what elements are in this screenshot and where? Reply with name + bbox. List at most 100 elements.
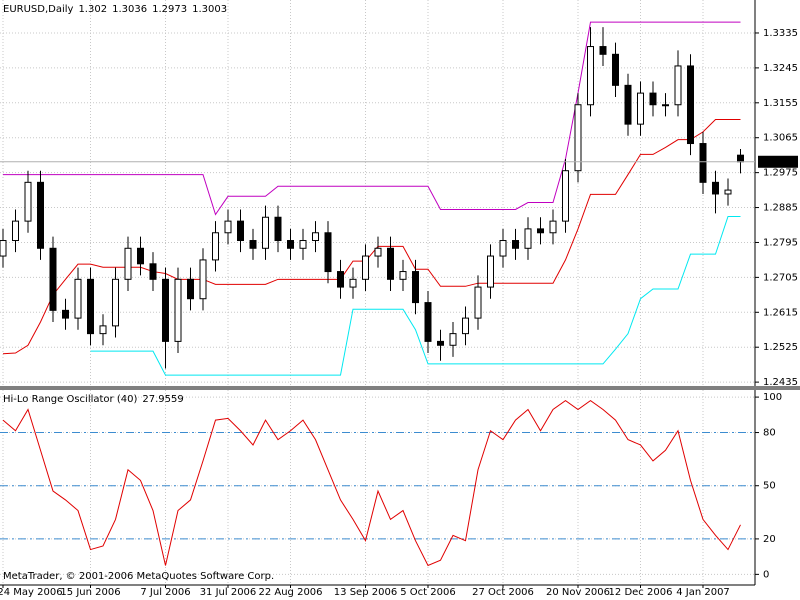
candle-body [37, 181, 44, 249]
candle-body [574, 104, 582, 172]
candle-body [337, 271, 344, 288]
candle-body [562, 170, 569, 222]
channel-line [90, 215, 741, 376]
candle-body [187, 278, 194, 300]
candle-body [174, 278, 182, 342]
candle-body [687, 65, 694, 145]
x-tick-label: 13 Sep 2006 [334, 587, 397, 598]
candle-body [312, 232, 319, 242]
channel-line [3, 21, 741, 216]
candle-body [262, 216, 269, 249]
candle-body [424, 302, 432, 342]
candle-body [149, 263, 157, 280]
candle-body [0, 240, 7, 257]
candle-body [374, 247, 382, 257]
candle-body [512, 240, 519, 249]
candle-body [599, 46, 607, 55]
x-tick-label: 24 May 2006 [0, 587, 63, 598]
footer: MetaTrader, © 2001-2006 MetaQuotes Softw… [3, 571, 274, 582]
candle-body [99, 325, 107, 335]
candle-body [537, 228, 544, 234]
y-tick-label: 1.2885 [763, 203, 798, 214]
candle-body [199, 259, 207, 300]
ohlc-high: 1.3036 [112, 4, 147, 15]
oscillator-line [2, 400, 741, 567]
ohlc-open: 1.302 [78, 4, 107, 15]
x-tick-label: 15 Jun 2006 [60, 587, 120, 598]
candle-body [637, 92, 644, 125]
candle-body [524, 228, 532, 249]
y-tick-label: 80 [763, 428, 776, 439]
candle-body [549, 220, 557, 234]
last-price-box [758, 155, 798, 168]
candle-body [674, 65, 682, 106]
x-tick-label: 22 Aug 2006 [258, 587, 322, 598]
x-tick-label: 7 Jul 2006 [140, 587, 190, 598]
symbol: EURUSD,Daily [3, 4, 74, 15]
y-tick-label: 1.2795 [763, 237, 798, 248]
y-tick-label: 1.2615 [763, 307, 798, 318]
candle-body [462, 317, 469, 335]
y-tick-label: 1.2705 [763, 272, 798, 283]
candle-body [712, 181, 719, 195]
candle-body [699, 143, 707, 183]
y-tick-label: 1.3245 [763, 63, 798, 74]
candle-body [124, 247, 132, 280]
last-price-label: 1.3003 [761, 157, 796, 168]
candle-body [299, 240, 307, 249]
x-tick-label: 31 Jul 2006 [200, 587, 257, 598]
candle-body [724, 189, 732, 195]
candle-body [362, 255, 369, 280]
candle-body [412, 271, 419, 304]
y-tick-label: 1.3335 [763, 28, 798, 39]
candle-body [487, 255, 494, 288]
candle-body [224, 220, 232, 234]
y-tick-label: 1.3065 [763, 133, 798, 144]
candle-body [62, 309, 69, 319]
candle-body [612, 53, 619, 86]
candle-body [74, 278, 82, 319]
candle-body [274, 216, 282, 242]
candle-body [387, 247, 394, 280]
candle-body [112, 278, 119, 327]
candle-body [49, 247, 57, 311]
x-tick-label: 20 Nov 2006 [546, 587, 610, 598]
ohlc-close: 1.3003 [192, 4, 227, 15]
candle-body [662, 104, 669, 107]
oscillator-title: Hi-Lo Range Oscillator (40) 27.9559 [3, 394, 184, 405]
candle-body [287, 240, 294, 249]
y-tick-label: 50 [763, 481, 776, 492]
chart-title: EURUSD,Daily 1.302 1.3036 1.2973 1.3003 [3, 4, 227, 15]
y-tick-label: 0 [763, 569, 769, 580]
y-tick-label: 1.3155 [763, 98, 798, 109]
y-tick-label: 1.2435 [763, 377, 798, 388]
x-tick-label: 12 Dec 2006 [609, 587, 673, 598]
y-tick-label: 100 [763, 392, 782, 403]
x-tick-label: 27 Oct 2006 [472, 587, 534, 598]
candle-body [24, 181, 32, 222]
candle-body [399, 271, 407, 280]
candle-body [349, 278, 357, 288]
candle-body [649, 92, 657, 106]
candle-body [587, 46, 594, 106]
y-tick-label: 1.2525 [763, 342, 798, 353]
candle-body [449, 333, 457, 346]
ohlc-low: 1.2973 [152, 4, 187, 15]
candle-body [249, 240, 257, 249]
candle-body [162, 278, 169, 342]
indicator-value: 27.9559 [142, 394, 183, 405]
candle-body [237, 220, 244, 242]
candle-body [12, 220, 19, 242]
candle-body [137, 247, 144, 265]
candle-body [474, 286, 482, 319]
candle-body [324, 232, 332, 273]
candle-body [212, 232, 219, 261]
candle-body [87, 278, 94, 335]
candle-body [624, 84, 632, 125]
candle-body [437, 340, 444, 346]
x-tick-label: 4 Jan 2007 [676, 587, 730, 598]
candle-body [737, 154, 744, 163]
y-tick-label: 1.2975 [763, 168, 798, 179]
